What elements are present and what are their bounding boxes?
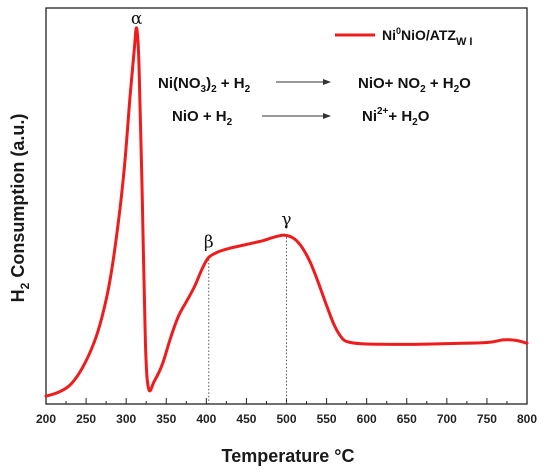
legend: Ni0NiO/ATZW I — [335, 26, 472, 48]
peak-label: γ — [281, 210, 291, 230]
x-tick-label: 250 — [76, 412, 96, 426]
x-tick-label: 550 — [317, 412, 337, 426]
x-axis-ticks: 200 250 300 350 400 450 500 550 600 650 700 750 800 — [36, 398, 537, 426]
x-tick-label: 600 — [357, 412, 377, 426]
reaction-equation-1: Ni(NO3)2 + H2 NiO+ NO2 + H2O — [158, 75, 471, 95]
x-tick-label: 500 — [276, 412, 296, 426]
x-tick-label: 750 — [477, 412, 497, 426]
y-axis-title: H2 Consumption (a.u.) — [8, 114, 32, 303]
reaction-2-products: Ni2++ H2O — [362, 106, 430, 128]
x-tick-label: 700 — [437, 412, 457, 426]
reaction-1-reactants: Ni(NO3)2 + H2 — [158, 75, 251, 95]
x-tick-label: 450 — [236, 412, 256, 426]
x-tick-label: 400 — [196, 412, 216, 426]
reaction-1-products: NiO+ NO2 + H2O — [358, 75, 471, 95]
x-tick-label: 800 — [517, 412, 537, 426]
x-tick-label: 350 — [156, 412, 176, 426]
peak-labels: α β γ — [131, 9, 292, 252]
peak-label: β — [204, 232, 214, 252]
x-tick-label: 300 — [116, 412, 136, 426]
h2-consumption-curve — [44, 26, 529, 398]
reaction-2-reactants: NiO + H2 — [172, 108, 233, 128]
legend-label: Ni0NiO/ATZW I — [382, 26, 472, 48]
peak-label: α — [131, 9, 143, 29]
peak-guide-lines — [208, 237, 287, 404]
x-tick-label: 650 — [397, 412, 417, 426]
x-tick-label: 200 — [36, 412, 56, 426]
x-axis-title: Temperature °C — [222, 446, 355, 466]
reaction-equation-2: NiO + H2 Ni2++ H2O — [172, 106, 430, 128]
